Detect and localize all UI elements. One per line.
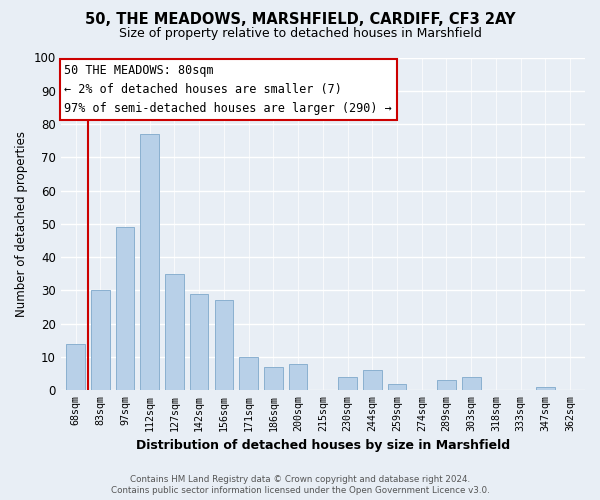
- X-axis label: Distribution of detached houses by size in Marshfield: Distribution of detached houses by size …: [136, 440, 510, 452]
- Text: Contains HM Land Registry data © Crown copyright and database right 2024.: Contains HM Land Registry data © Crown c…: [130, 475, 470, 484]
- Bar: [388, 384, 406, 390]
- Bar: [437, 380, 456, 390]
- Bar: [165, 274, 184, 390]
- Bar: [239, 357, 258, 390]
- Bar: [536, 387, 555, 390]
- Bar: [116, 227, 134, 390]
- Bar: [462, 377, 481, 390]
- Y-axis label: Number of detached properties: Number of detached properties: [15, 131, 28, 317]
- Bar: [289, 364, 307, 390]
- Bar: [91, 290, 110, 390]
- Text: 50, THE MEADOWS, MARSHFIELD, CARDIFF, CF3 2AY: 50, THE MEADOWS, MARSHFIELD, CARDIFF, CF…: [85, 12, 515, 28]
- Bar: [66, 344, 85, 390]
- Bar: [190, 294, 208, 390]
- Text: 50 THE MEADOWS: 80sqm
← 2% of detached houses are smaller (7)
97% of semi-detach: 50 THE MEADOWS: 80sqm ← 2% of detached h…: [64, 64, 392, 115]
- Bar: [215, 300, 233, 390]
- Bar: [140, 134, 159, 390]
- Bar: [338, 377, 357, 390]
- Text: Contains public sector information licensed under the Open Government Licence v3: Contains public sector information licen…: [110, 486, 490, 495]
- Bar: [264, 367, 283, 390]
- Bar: [363, 370, 382, 390]
- Text: Size of property relative to detached houses in Marshfield: Size of property relative to detached ho…: [119, 28, 481, 40]
